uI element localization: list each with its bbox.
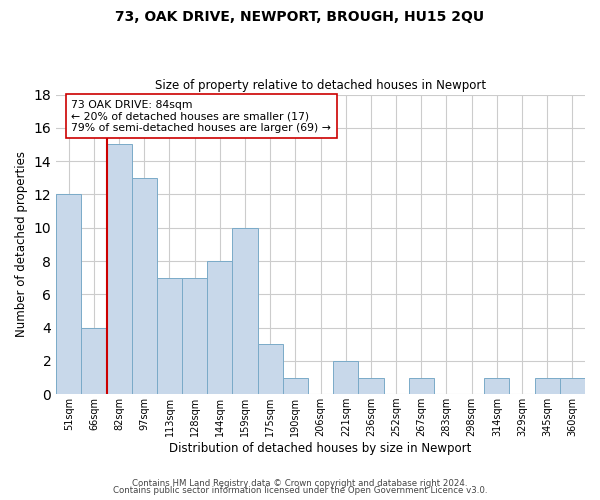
Bar bbox=[535, 378, 560, 394]
Bar bbox=[484, 378, 509, 394]
Y-axis label: Number of detached properties: Number of detached properties bbox=[15, 152, 28, 338]
Bar bbox=[82, 328, 107, 394]
Bar bbox=[132, 178, 157, 394]
Bar bbox=[358, 378, 383, 394]
Text: Contains public sector information licensed under the Open Government Licence v3: Contains public sector information licen… bbox=[113, 486, 487, 495]
Bar bbox=[333, 361, 358, 394]
Bar bbox=[560, 378, 585, 394]
Bar bbox=[107, 144, 132, 394]
Bar bbox=[257, 344, 283, 394]
Bar bbox=[409, 378, 434, 394]
Bar bbox=[207, 261, 232, 394]
Bar bbox=[157, 278, 182, 394]
Title: Size of property relative to detached houses in Newport: Size of property relative to detached ho… bbox=[155, 79, 486, 92]
Bar bbox=[283, 378, 308, 394]
Text: Contains HM Land Registry data © Crown copyright and database right 2024.: Contains HM Land Registry data © Crown c… bbox=[132, 478, 468, 488]
Text: 73 OAK DRIVE: 84sqm
← 20% of detached houses are smaller (17)
79% of semi-detach: 73 OAK DRIVE: 84sqm ← 20% of detached ho… bbox=[71, 100, 331, 132]
Bar bbox=[56, 194, 82, 394]
Text: 73, OAK DRIVE, NEWPORT, BROUGH, HU15 2QU: 73, OAK DRIVE, NEWPORT, BROUGH, HU15 2QU bbox=[115, 10, 485, 24]
Bar bbox=[182, 278, 207, 394]
Bar bbox=[232, 228, 257, 394]
X-axis label: Distribution of detached houses by size in Newport: Distribution of detached houses by size … bbox=[169, 442, 472, 455]
